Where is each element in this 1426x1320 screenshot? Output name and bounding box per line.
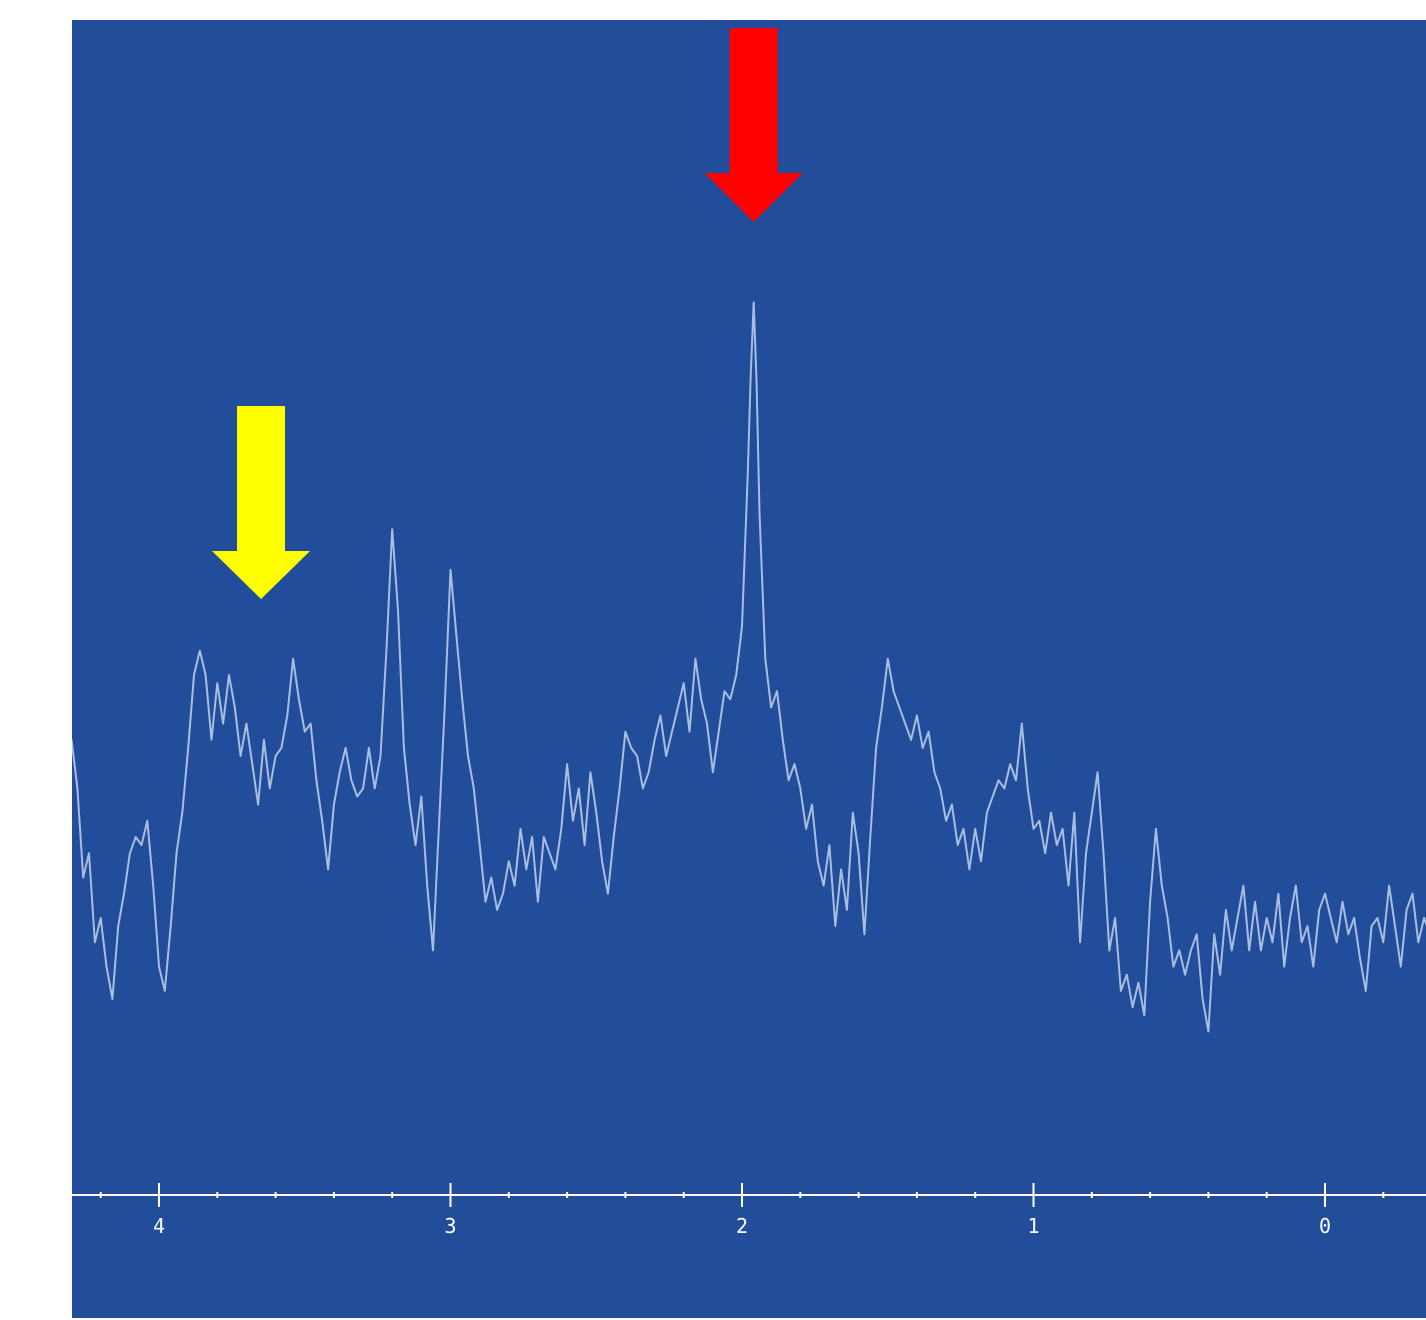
spectrum-chart: 4 3 2 1 0 [72, 20, 1426, 1318]
plot-background [72, 20, 1426, 1318]
spectrum-plot: 4 3 2 1 0 [72, 20, 1426, 1318]
yellow-arrow-icon [212, 406, 311, 599]
spectrum-trace [72, 301, 1426, 1033]
x-tick-label: 3 [444, 1214, 456, 1238]
x-axis-tick-labels: 4 3 2 1 0 [153, 1214, 1331, 1238]
x-tick-label: 4 [153, 1214, 165, 1238]
x-axis-major-ticks [158, 1183, 1326, 1207]
peak-arrows [212, 28, 803, 599]
x-tick-label: 0 [1319, 1214, 1331, 1238]
x-tick-label: 2 [736, 1214, 748, 1238]
red-arrow-icon [704, 28, 803, 222]
x-axis: 4 3 2 1 0 [72, 1183, 1426, 1238]
x-axis-minor-ticks [99, 1192, 1385, 1198]
x-tick-label: 1 [1027, 1214, 1039, 1238]
